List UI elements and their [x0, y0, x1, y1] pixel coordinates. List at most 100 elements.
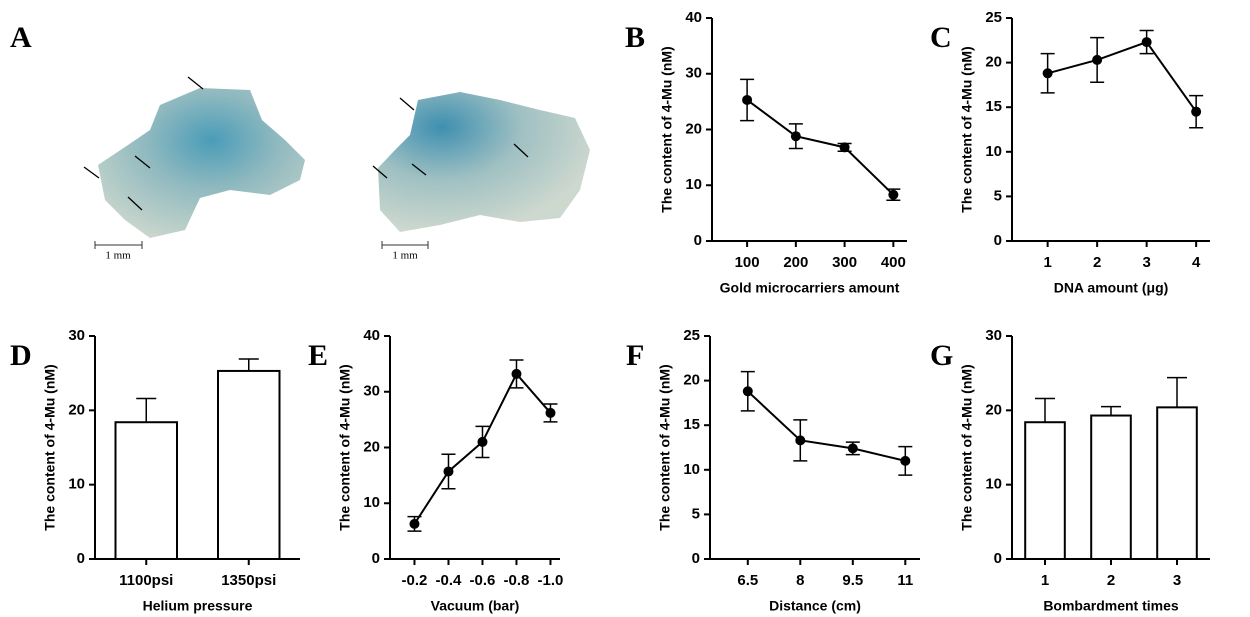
chart-panel: C 0 5 10 15 20 25 1 2 3 4 DNA amount (μg) The conten…: [930, 9, 1210, 296]
x-axis-label: Vacuum (bar): [431, 598, 520, 614]
y-tick-label: 20: [683, 372, 700, 389]
point: [742, 94, 753, 105]
point: [1141, 37, 1152, 48]
x-tick-label: 1: [1043, 254, 1051, 271]
point: [839, 142, 850, 153]
x-tick-label: 4: [1192, 254, 1201, 271]
y-tick-label: 30: [685, 65, 702, 82]
x-tick-label: -0.4: [436, 572, 463, 589]
y-tick-label: 15: [985, 98, 1002, 115]
chart-panel: G 0 10 20 30 1 2 3 Bombardment times The content …: [930, 327, 1210, 614]
x-tick-label: 2: [1107, 572, 1115, 589]
tissue-sample: [378, 92, 590, 232]
line: [747, 390, 906, 462]
chart-panel: D 0 10 20 30 1100psi 1350psi Helium pressure The…: [10, 327, 300, 614]
bar: [1156, 406, 1198, 560]
point: [443, 466, 454, 477]
x-tick-label: -0.6: [470, 572, 496, 589]
y-tick-label: 20: [985, 54, 1002, 71]
point: [795, 435, 806, 446]
point: [1191, 106, 1202, 117]
tissue-sample: [98, 88, 305, 238]
y-tick-label: 0: [692, 550, 700, 567]
scale-bars: [94, 241, 429, 249]
point: [888, 189, 899, 200]
y-axis-label: The content of 4-Mu (nM): [959, 46, 975, 212]
arrows: [83, 76, 529, 211]
panel-letter: D: [10, 339, 32, 372]
x-axis-label: DNA amount (μg): [1054, 280, 1169, 296]
scale-label: 1 mm: [105, 250, 131, 262]
x-tick-label: 9.5: [842, 572, 863, 589]
y-tick-label: 25: [985, 9, 1002, 26]
y-axis-label: The content of 4-Mu (nM): [657, 364, 673, 530]
x-tick-label: 200: [783, 254, 808, 271]
y-tick-label: 10: [363, 494, 380, 511]
point: [511, 368, 522, 379]
y-tick-label: 30: [363, 383, 380, 400]
y-axis-label: The content of 4-Mu (nM): [337, 364, 353, 530]
y-tick-label: 5: [692, 505, 700, 522]
x-axis-label: Distance (cm): [769, 598, 861, 614]
y-tick-label: 10: [68, 476, 85, 493]
point: [409, 518, 420, 529]
y-tick-label: 10: [685, 176, 702, 193]
line: [1047, 40, 1197, 113]
panel-letter: B: [625, 21, 645, 54]
x-tick-label: 6.5: [737, 572, 758, 589]
y-tick-label: 30: [985, 327, 1002, 344]
bar: [114, 421, 178, 560]
x-tick-label: 3: [1173, 572, 1181, 589]
y-tick-label: 40: [363, 327, 380, 344]
panel-letter: C: [930, 21, 952, 54]
point: [742, 386, 753, 397]
x-tick-label: 100: [735, 254, 760, 271]
x-tick-label: 1350psi: [221, 572, 276, 589]
point: [790, 131, 801, 142]
y-tick-label: 5: [994, 187, 1002, 204]
x-tick-label: -1.0: [538, 572, 564, 589]
y-tick-label: 20: [985, 401, 1002, 418]
y-tick-label: 30: [68, 327, 85, 344]
chart-panel: E 0 10 20 30 40 -0.2 -0.4 -0.6 -0.8 -1.0 Vacuum (ba…: [308, 327, 563, 614]
y-tick-label: 25: [683, 327, 700, 344]
panel-letter: A: [10, 21, 32, 54]
x-tick-label: 8: [796, 572, 804, 589]
x-tick-label: -0.2: [402, 572, 428, 589]
x-tick-label: 300: [832, 254, 857, 271]
y-tick-label: 20: [68, 401, 85, 418]
x-tick-label: 1: [1041, 572, 1049, 589]
point: [1092, 54, 1103, 65]
y-tick-label: 15: [683, 416, 700, 433]
y-tick-label: 0: [994, 550, 1002, 567]
bar: [1090, 414, 1132, 560]
y-tick-label: 20: [363, 438, 380, 455]
bar: [217, 369, 281, 561]
y-tick-label: 20: [685, 120, 702, 137]
x-axis-label: Helium pressure: [143, 598, 253, 614]
scale-label: 1 mm: [392, 250, 418, 262]
x-tick-label: -0.8: [504, 572, 530, 589]
x-tick-label: 3: [1142, 254, 1150, 271]
panel-letter: F: [626, 339, 644, 372]
chart-panel: B 0 10 20 30 40 100 200 300 400 Gold microcarriers…: [625, 9, 907, 296]
point: [847, 443, 858, 454]
y-axis-label: The content of 4-Mu (nM): [42, 364, 58, 530]
tissue-photo: 1 mm 1 mm: [83, 76, 590, 262]
chart-panel: F 0 5 10 15 20 25 6.5 8 9.5 11 Distance (cm) The con…: [626, 327, 920, 614]
y-tick-label: 10: [985, 476, 1002, 493]
y-tick-label: 0: [77, 550, 85, 567]
x-tick-label: 400: [881, 254, 906, 271]
panel-letter: G: [930, 339, 953, 372]
y-tick-label: 0: [372, 550, 380, 567]
point: [1042, 68, 1053, 79]
x-tick-label: 2: [1093, 254, 1101, 271]
x-tick-label: 11: [897, 572, 913, 589]
point: [477, 436, 488, 447]
x-axis-label: Bombardment times: [1043, 598, 1179, 614]
y-tick-label: 0: [994, 232, 1002, 249]
y-tick-label: 0: [694, 232, 702, 249]
line: [746, 99, 895, 196]
y-tick-label: 10: [683, 461, 700, 478]
x-tick-label: 1100psi: [119, 572, 173, 589]
